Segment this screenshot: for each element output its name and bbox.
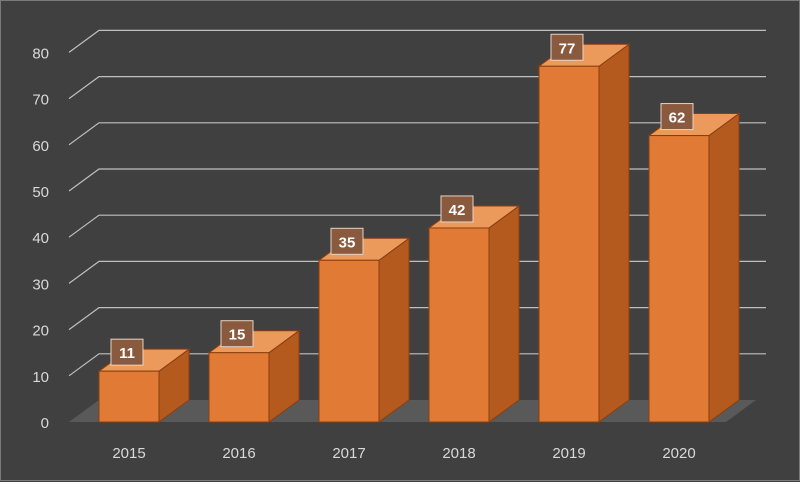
data-label: 42 [449,202,466,219]
bar [647,112,741,423]
bar [317,237,411,423]
y-tick-label: 50 [32,184,49,201]
data-label: 77 [559,40,576,57]
data-label-box [110,338,144,366]
gridline [68,29,766,53]
bar-front [428,227,490,423]
y-tick-label: 80 [32,45,49,62]
bar-front [648,135,710,423]
bar [427,204,521,423]
data-label-box [220,320,254,348]
gridline [68,75,766,100]
x-tick-label: 2020 [662,445,695,462]
y-tick-label: 10 [32,369,49,386]
data-label-box [440,195,474,223]
data-label: 15 [229,327,246,344]
y-tick-label: 70 [32,92,49,109]
bar-side [378,237,410,423]
x-tick-label: 2018 [442,445,475,462]
y-tick-label: 0 [41,415,49,432]
x-tick-label: 2016 [222,445,255,462]
y-axis-ticks: 0 10 20 30 40 50 60 70 80 [32,45,49,432]
data-label: 35 [339,234,356,251]
bar-front [98,370,160,423]
x-tick-label: 2019 [552,445,585,462]
x-tick-label: 2015 [112,445,145,462]
bar-front [318,259,380,423]
data-label: 62 [669,110,686,127]
x-axis-ticks: 2015 2016 2017 2018 2019 2020 [112,445,695,462]
y-tick-label: 20 [32,323,49,340]
data-label-box [550,33,584,61]
bar-front [538,65,600,423]
bar-side [488,204,520,423]
data-label-box [330,227,364,255]
bar-front [208,352,270,423]
y-tick-label: 60 [32,138,49,155]
bar [537,43,631,423]
x-tick-label: 2017 [332,445,365,462]
data-label: 11 [119,345,135,362]
y-tick-label: 30 [32,276,49,293]
bar-side [708,112,740,423]
data-labels: 11 15 35 42 77 62 [110,33,694,366]
bar-side [598,43,630,423]
y-tick-label: 40 [32,230,49,247]
data-label-box [660,103,694,131]
bars [97,43,741,423]
